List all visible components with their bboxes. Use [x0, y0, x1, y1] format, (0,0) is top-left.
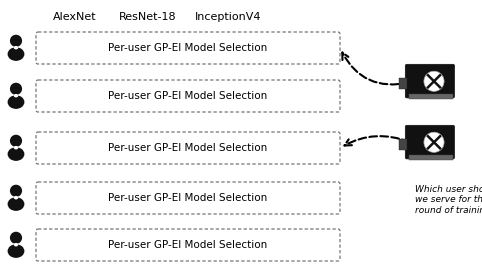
Text: ResNet-18: ResNet-18: [119, 12, 177, 22]
FancyBboxPatch shape: [36, 229, 340, 261]
FancyBboxPatch shape: [36, 80, 340, 112]
Ellipse shape: [8, 147, 25, 161]
Text: Per-user GP-EI Model Selection: Per-user GP-EI Model Selection: [108, 43, 268, 53]
Circle shape: [10, 35, 22, 47]
Ellipse shape: [14, 94, 18, 97]
Bar: [409, 94, 453, 99]
Text: Which user should
we serve for the next
round of training?: Which user should we serve for the next …: [415, 185, 482, 215]
Circle shape: [10, 83, 22, 95]
FancyBboxPatch shape: [405, 64, 455, 98]
Ellipse shape: [14, 196, 18, 199]
FancyBboxPatch shape: [36, 182, 340, 214]
Ellipse shape: [14, 46, 18, 50]
Circle shape: [10, 232, 22, 244]
Bar: [399, 139, 407, 150]
Ellipse shape: [8, 95, 25, 109]
Ellipse shape: [14, 146, 18, 150]
FancyBboxPatch shape: [36, 132, 340, 164]
Circle shape: [424, 132, 444, 152]
FancyBboxPatch shape: [36, 32, 340, 64]
Text: Per-user GP-EI Model Selection: Per-user GP-EI Model Selection: [108, 91, 268, 101]
Bar: [399, 78, 407, 89]
FancyBboxPatch shape: [405, 125, 455, 159]
Text: Per-user GP-EI Model Selection: Per-user GP-EI Model Selection: [108, 143, 268, 153]
Circle shape: [424, 71, 444, 91]
Ellipse shape: [14, 243, 18, 246]
Circle shape: [10, 185, 22, 197]
Text: AlexNet: AlexNet: [53, 12, 97, 22]
Text: Per-user GP-EI Model Selection: Per-user GP-EI Model Selection: [108, 193, 268, 203]
Ellipse shape: [8, 244, 25, 258]
Text: InceptionV4: InceptionV4: [195, 12, 261, 22]
Circle shape: [10, 135, 22, 147]
Bar: [409, 155, 453, 160]
Ellipse shape: [8, 197, 25, 211]
Ellipse shape: [8, 47, 25, 61]
Text: Per-user GP-EI Model Selection: Per-user GP-EI Model Selection: [108, 240, 268, 250]
